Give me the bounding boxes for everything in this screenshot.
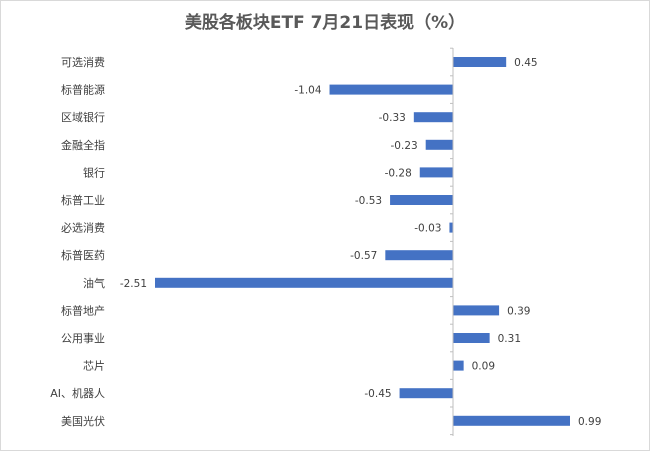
data-label: -1.04 — [294, 85, 321, 97]
bar — [453, 57, 507, 67]
category-label: 标普能源 — [61, 83, 105, 97]
category-label: AI、机器人 — [50, 386, 105, 400]
bar — [453, 415, 570, 426]
data-label: -0.23 — [391, 140, 418, 152]
data-label: -0.28 — [385, 167, 412, 179]
category-label: 标普工业 — [61, 193, 105, 207]
category-label: 标普医药 — [61, 248, 105, 262]
category-label: 标普地产 — [61, 303, 105, 317]
chart-title: 美股各板块ETF 7月21日表现（%） — [184, 13, 466, 33]
category-label: 银行 — [83, 165, 105, 179]
category-label: 芯片 — [83, 359, 105, 373]
data-label: 0.09 — [472, 361, 495, 373]
bar — [419, 167, 453, 178]
bar — [425, 139, 453, 150]
bar — [390, 195, 453, 205]
data-label: 0.39 — [507, 305, 530, 317]
bar — [385, 250, 453, 261]
bar — [155, 277, 453, 288]
bar — [453, 305, 500, 316]
bar — [413, 112, 453, 123]
data-label: 0.31 — [498, 333, 521, 345]
data-label: -0.57 — [350, 250, 377, 262]
bar — [329, 84, 453, 95]
category-label: 区域银行 — [61, 110, 105, 124]
data-label: -0.53 — [355, 195, 382, 207]
data-label: 0.45 — [514, 57, 537, 69]
data-label: 0.99 — [578, 416, 601, 428]
category-label: 必选消费 — [61, 221, 105, 235]
data-label: -2.51 — [120, 278, 147, 290]
data-label: -0.45 — [364, 388, 391, 400]
category-label: 油气 — [83, 276, 105, 290]
bar — [453, 360, 464, 371]
category-label: 可选消费 — [61, 55, 105, 69]
data-label: -0.33 — [379, 112, 406, 124]
bar — [453, 333, 490, 343]
category-label: 美国光伏 — [61, 414, 105, 428]
category-label: 公用事业 — [61, 332, 105, 345]
data-label: -0.03 — [414, 223, 441, 235]
category-label: 金融全指 — [61, 138, 105, 152]
bar — [449, 222, 453, 233]
bar — [399, 388, 453, 399]
